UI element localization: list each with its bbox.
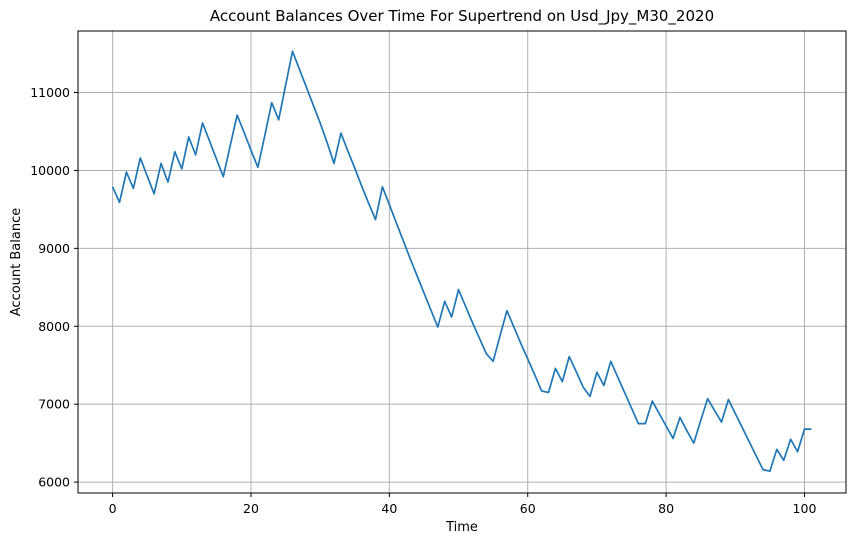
y-tick-label: 11000 [30, 85, 70, 100]
series-line [111, 50, 812, 473]
y-tick-label: 7000 [38, 397, 70, 412]
x-tick-label: 80 [658, 501, 674, 516]
x-tick-label: 40 [381, 501, 397, 516]
y-tick-label: 6000 [38, 475, 70, 490]
chart-title: Account Balances Over Time For Supertren… [210, 7, 714, 26]
y-tick-label: 9000 [38, 241, 70, 256]
series-group [111, 50, 812, 473]
x-axis-label: Time [445, 520, 478, 535]
x-tick-label: 100 [793, 501, 817, 516]
plot-frame [77, 30, 847, 494]
y-axis-ticks: 6000 7000 8000 9000 10000 11000 [30, 85, 78, 490]
y-tick-label: 10000 [30, 163, 70, 178]
grid-lines [78, 31, 846, 493]
x-tick-label: 60 [520, 501, 536, 516]
x-tick-label: 0 [109, 501, 117, 516]
x-axis-ticks: 0 20 40 60 80 100 [109, 493, 817, 516]
y-axis-label: Account Balance [9, 208, 24, 316]
y-tick-label: 8000 [38, 319, 70, 334]
x-tick-label: 20 [243, 501, 259, 516]
